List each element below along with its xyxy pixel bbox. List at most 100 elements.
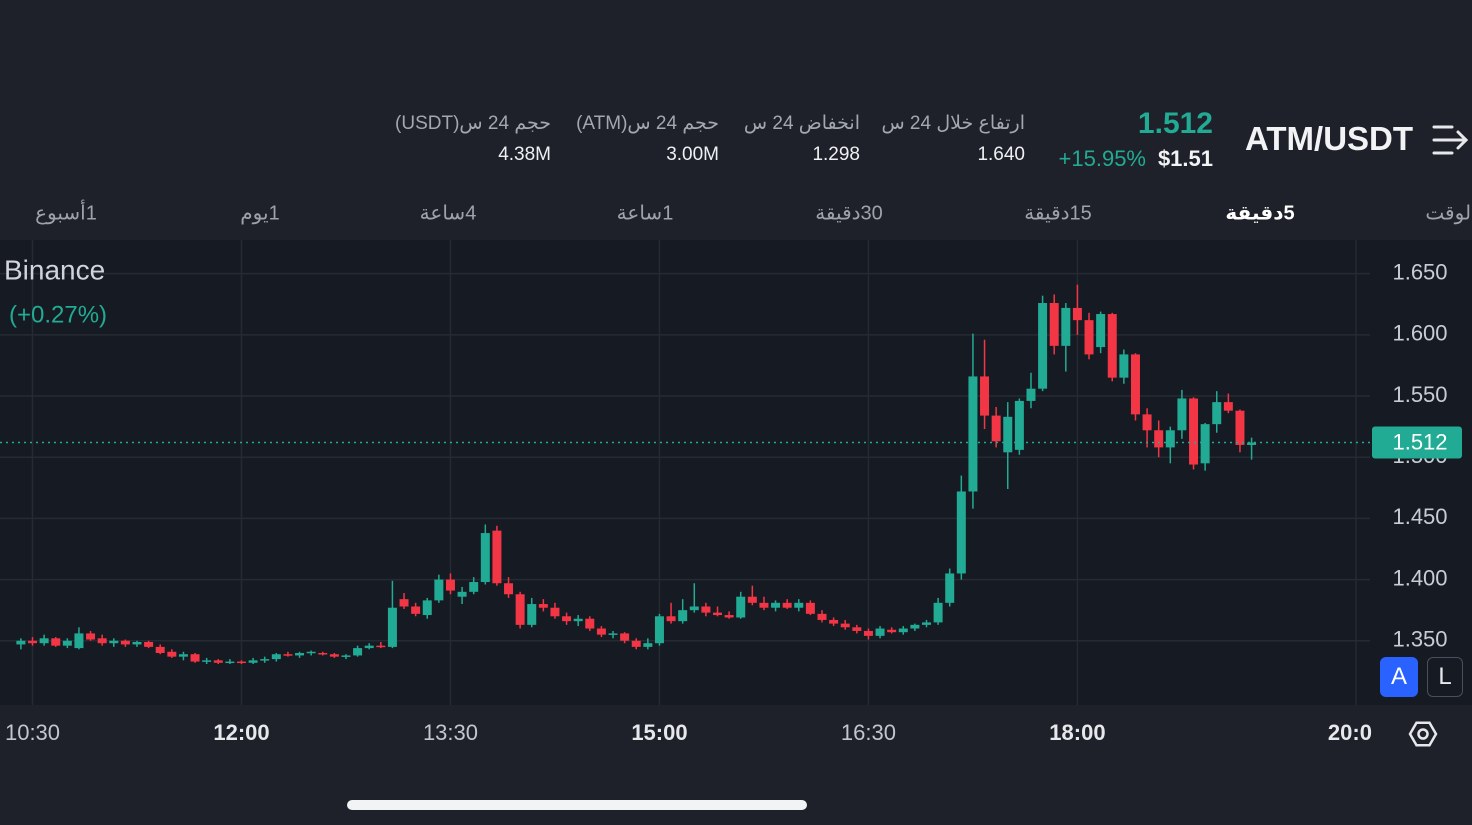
candle-body	[794, 602, 804, 608]
candle-body	[1049, 303, 1059, 346]
candle-body	[248, 660, 258, 663]
timeframe-tab-active[interactable]: 5دقيقة	[1225, 202, 1295, 225]
candle-body	[190, 654, 200, 662]
candle-body	[376, 645, 386, 648]
candle-body	[1154, 430, 1164, 448]
candle-body	[817, 613, 827, 620]
y-tick-label: 1.550	[1392, 382, 1447, 407]
candle-body	[1177, 398, 1187, 431]
candle-body	[178, 654, 188, 657]
candle-body	[28, 640, 38, 644]
candle-body	[1014, 400, 1024, 450]
candle-body	[852, 627, 862, 631]
candle-body	[1072, 307, 1082, 321]
candle-body	[829, 619, 839, 624]
candle-body	[109, 640, 119, 644]
pair-title[interactable]: ATM/USDT	[1245, 120, 1414, 157]
timeframe-tab[interactable]: 4ساعة	[419, 202, 477, 225]
candle-body	[771, 602, 781, 608]
candle-body	[678, 610, 688, 622]
y-tick-label: 1.450	[1392, 504, 1447, 529]
timeframe-tab[interactable]: 15دقيقة	[1024, 202, 1092, 225]
candle-body	[945, 573, 955, 603]
price-usd: $1.51	[1157, 146, 1213, 171]
candle-body	[51, 638, 61, 646]
candle-body	[956, 491, 966, 574]
x-tick-label: 18:00	[1049, 720, 1105, 745]
candle-body	[225, 661, 235, 664]
change-label: (+0.27%)	[9, 301, 107, 328]
candle-body	[364, 645, 374, 649]
plot-background	[0, 240, 1472, 705]
candle-body	[202, 660, 212, 662]
candle-body	[562, 616, 572, 622]
stat-value: 3.00M	[666, 144, 719, 165]
candle-body	[387, 607, 397, 647]
last-price: 1.512	[1137, 107, 1213, 140]
candle-body	[805, 602, 815, 614]
auto-scale-button[interactable]: A	[1380, 657, 1418, 697]
candle-body	[260, 659, 270, 661]
x-tick-label: 16:30	[841, 720, 896, 745]
candle-body	[16, 640, 26, 645]
candle-body	[538, 604, 548, 608]
candle-body	[620, 633, 630, 641]
candle-body	[643, 643, 653, 647]
candle-body	[480, 533, 490, 583]
candle-body	[921, 622, 931, 625]
exchange-label: Binance	[4, 254, 105, 285]
home-indicator	[347, 800, 807, 810]
candle-body	[1107, 314, 1117, 378]
candle-body	[863, 630, 873, 636]
candle-body	[713, 612, 723, 616]
candle-body	[1200, 424, 1210, 464]
candle-body	[469, 582, 479, 592]
candle-body	[132, 641, 142, 645]
candle-body	[329, 654, 339, 657]
candle-body	[306, 651, 316, 654]
candle-body	[1189, 398, 1199, 465]
candle-body	[492, 530, 502, 584]
y-tick-label: 1.350	[1392, 627, 1447, 652]
stat-label: حجم 24 س(ATM)	[576, 113, 719, 134]
candle-body	[585, 618, 595, 629]
timeframe-tab[interactable]: 1يوم	[240, 202, 280, 225]
timeframe-tab[interactable]: 1أسبوع	[35, 202, 97, 225]
candle-body	[689, 606, 699, 611]
candle-body	[1142, 414, 1152, 431]
menu-icon[interactable]	[1430, 122, 1470, 158]
candle-body	[991, 415, 1001, 442]
candle-body	[434, 579, 444, 601]
x-tick-label: 13:30	[423, 720, 478, 745]
candle-body	[747, 596, 757, 603]
timeframe-tab[interactable]: الوقت	[1425, 202, 1472, 225]
candle-body	[97, 638, 107, 644]
candle-body	[411, 606, 421, 614]
candle-body	[608, 633, 618, 635]
candle-body	[457, 591, 467, 597]
timeframe-tab[interactable]: 30دقيقة	[815, 202, 883, 225]
candle-body	[724, 615, 734, 618]
stat-value: 4.38M	[498, 144, 551, 165]
candle-body	[527, 604, 537, 625]
stat-value: 1.298	[812, 144, 860, 165]
candle-body	[283, 654, 293, 656]
candle-body	[271, 654, 281, 660]
candle-body	[596, 628, 606, 635]
candle-body	[701, 606, 711, 613]
candle-body	[875, 628, 885, 636]
timeframe-tab[interactable]: 1ساعة	[616, 202, 674, 225]
candle-body	[782, 602, 792, 608]
stat-label: حجم 24 س(USDT)	[395, 113, 551, 134]
x-tick-label: 12:00	[213, 720, 269, 745]
x-tick-label: 20:00	[1328, 720, 1384, 745]
candle-body	[236, 661, 246, 664]
candle-body	[295, 652, 305, 656]
settings-icon[interactable]	[1408, 721, 1438, 747]
candle-body	[422, 600, 432, 616]
log-scale-button[interactable]: L	[1427, 657, 1463, 697]
candle-body	[1119, 354, 1129, 378]
candle-body	[1096, 314, 1106, 348]
y-tick-label: 1.400	[1392, 565, 1447, 590]
